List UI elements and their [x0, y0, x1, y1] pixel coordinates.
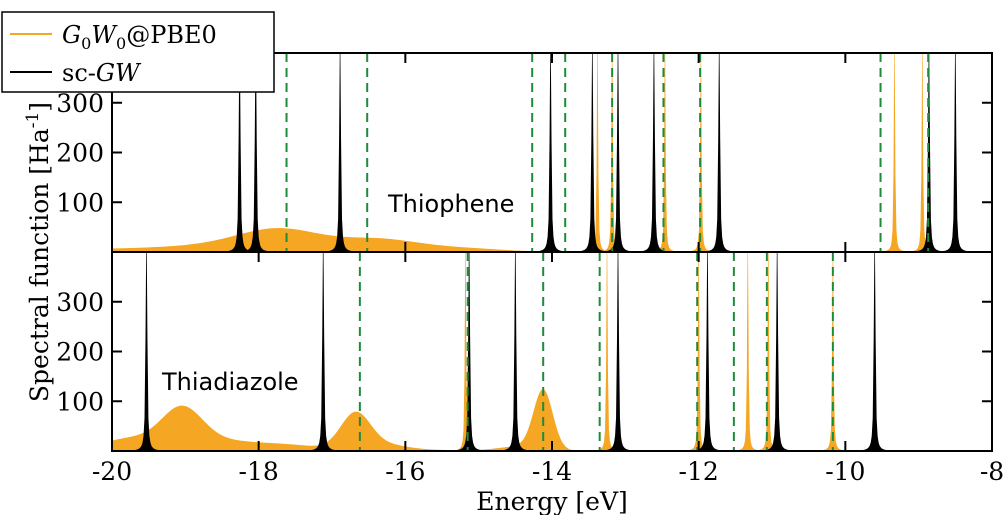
top-ytick-label-1: 200: [56, 139, 104, 168]
y-axis-title-main: Spectral function [Ha: [25, 128, 54, 402]
top-g0w0-peak-3: [656, 53, 745, 252]
top-g0w0-peak-1: [568, 53, 657, 252]
top-ytick-label-0: 100: [56, 188, 104, 217]
bottom-scgw-peak-4: [574, 252, 662, 451]
bottom-g0w0-peak-4: [724, 252, 813, 451]
top-ytick-label-2: 300: [56, 89, 104, 118]
xtick-label-5: -10: [825, 457, 865, 486]
bottom-scgw-peak-7: [830, 252, 919, 451]
xtick-label-3: -14: [532, 457, 572, 486]
bottom-g0w0-peak-0: [421, 252, 510, 451]
xtick-label-6: -8: [980, 457, 1004, 486]
top-g0w0-peak-4: [850, 53, 939, 252]
panel-thiadiazole: 100 200 300 Thiadiazole: [56, 251, 993, 452]
y-axis-title: Spectral function [Ha-1]: [23, 102, 54, 402]
thiophene-reference-lines: [285, 53, 930, 252]
y-axis-title-superscript: -1: [23, 112, 43, 129]
bottom-ytick-label-0: 100: [56, 387, 104, 416]
bottom-g0w0-peak-2: [654, 252, 743, 451]
thiophene-spectra: [112, 53, 992, 252]
thiophene-label: Thiophene: [387, 190, 514, 218]
top-g0w0-broad-band: [112, 228, 992, 252]
legend: G0W0@PBE0 sc-GW: [1, 11, 275, 93]
top-g0w0-peak-5: [878, 53, 967, 252]
xtick-label-4: -12: [679, 457, 719, 486]
bottom-scgw-peak-5: [663, 252, 752, 451]
xtick-label-1: -18: [239, 457, 279, 486]
thiadiazole-spectra: [112, 252, 992, 451]
top-g0w0-peak-2: [620, 53, 709, 252]
top-scgw-peak-1: [211, 53, 300, 252]
bottom-scgw-peak-3: [471, 252, 560, 451]
x-axis-ticks: -20 -18 -16 -14 -12 -10 -8: [92, 53, 1004, 486]
bottom-scgw-peak-1: [279, 252, 368, 451]
legend-label-g0w0: G0W0@PBE0: [62, 21, 217, 53]
legend-label-scgw: sc-GW: [62, 59, 142, 87]
bottom-g0w0-peak-1: [563, 252, 651, 451]
top-scgw-peak-0: [195, 53, 284, 252]
bottom-g0w0-peak-3: [703, 252, 792, 451]
bottom-scgw-peak-2: [425, 252, 514, 451]
bottom-ytick-label-2: 300: [56, 288, 104, 317]
bottom-g0w0-peak-5: [788, 252, 877, 451]
bottom-g0w0-broad-band: [112, 389, 992, 451]
top-scgw-peak-4: [548, 53, 637, 252]
y-axis-title-close: ]: [25, 102, 54, 112]
top-g0w0-peak-0: [553, 53, 642, 252]
top-scgw-peak-2: [296, 53, 385, 252]
bottom-scgw-peak-6: [733, 252, 822, 451]
xtick-label-0: -20: [92, 457, 132, 486]
top-scgw-peak-6: [609, 53, 698, 252]
top-scgw-peak-8: [884, 53, 973, 252]
top-scgw-peak-5: [574, 53, 662, 252]
thiadiazole-reference-lines: [358, 252, 834, 451]
bottom-ytick-label-1: 200: [56, 338, 104, 367]
top-scgw-peak-7: [675, 53, 764, 252]
xtick-label-2: -16: [385, 457, 425, 486]
top-scgw-peak-9: [911, 53, 992, 252]
thiophene-y-ticks: 100 200 300: [56, 89, 992, 217]
thiadiazole-label: Thiadiazole: [161, 368, 299, 396]
top-scgw-peak-3: [506, 53, 595, 252]
legend-box: [1, 11, 275, 93]
thiadiazole-y-ticks: 100 200 300: [56, 288, 992, 416]
x-axis-title: Energy [eV]: [476, 487, 628, 515]
